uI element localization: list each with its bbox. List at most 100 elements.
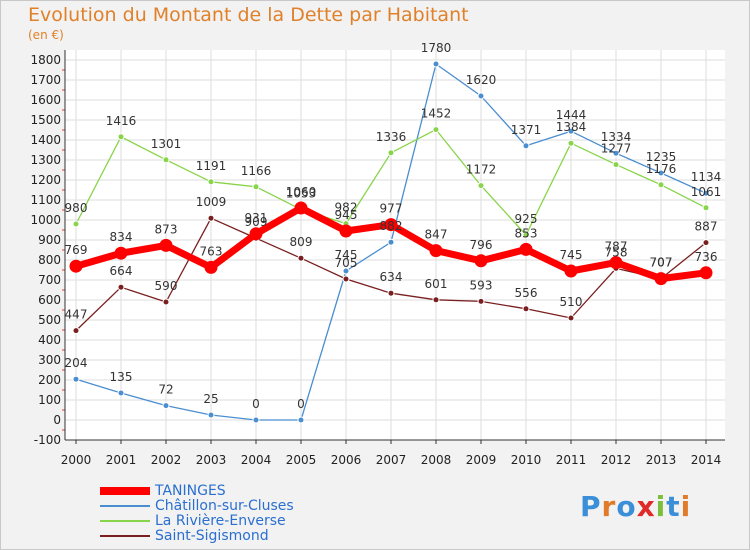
- data-point: [702, 189, 710, 197]
- logo-letter: P: [580, 490, 602, 523]
- data-point: [564, 264, 578, 278]
- data-label: 1334: [601, 130, 632, 144]
- data-label: 931: [245, 211, 268, 225]
- data-label: 1172: [466, 163, 497, 177]
- x-tick-label: 2009: [466, 453, 497, 467]
- x-tick-label: 2008: [421, 453, 452, 467]
- data-label: 556: [515, 286, 538, 300]
- data-point: [159, 238, 173, 252]
- data-point: [432, 126, 440, 134]
- data-label: 847: [425, 228, 448, 242]
- data-point: [294, 201, 308, 215]
- data-label: 1009: [196, 195, 227, 209]
- y-tick-label: 1100: [30, 193, 61, 207]
- data-label: 745: [335, 248, 358, 262]
- data-label: 510: [560, 295, 583, 309]
- data-label: 664: [110, 264, 133, 278]
- data-point: [522, 305, 530, 313]
- legend-swatch: [100, 487, 150, 495]
- data-label: 887: [695, 220, 718, 234]
- legend-swatch: [100, 535, 150, 537]
- data-label: 925: [515, 212, 538, 226]
- data-label: 1301: [151, 137, 182, 151]
- data-point: [519, 242, 533, 256]
- y-tick-label: 300: [38, 353, 61, 367]
- data-point: [297, 254, 305, 262]
- data-point: [342, 267, 350, 275]
- data-point: [612, 161, 620, 169]
- data-label: 1176: [646, 162, 677, 176]
- data-label: 980: [65, 201, 88, 215]
- y-tick-label: 500: [38, 313, 61, 327]
- data-label: 1620: [466, 73, 497, 87]
- data-label: 769: [65, 243, 88, 257]
- data-point: [72, 220, 80, 228]
- data-label: 0: [252, 397, 260, 411]
- data-point: [477, 92, 485, 100]
- unit-label: (en €): [28, 28, 64, 42]
- x-tick-label: 2003: [196, 453, 227, 467]
- x-tick-label: 2004: [241, 453, 272, 467]
- data-label: 707: [650, 256, 673, 270]
- y-tick-label: 200: [38, 373, 61, 387]
- data-point: [432, 296, 440, 304]
- data-point: [477, 297, 485, 305]
- data-label: 745: [560, 248, 583, 262]
- data-point: [69, 259, 83, 273]
- x-tick-label: 2011: [556, 453, 587, 467]
- x-tick-label: 2000: [61, 453, 92, 467]
- data-point: [474, 254, 488, 268]
- legend-label: Saint-Sigismond: [155, 528, 269, 544]
- data-point: [72, 327, 80, 335]
- data-point: [387, 289, 395, 297]
- legend-swatch: [100, 520, 150, 522]
- data-point: [657, 169, 665, 177]
- y-tick-label: 700: [38, 273, 61, 287]
- y-tick-label: 1200: [30, 173, 61, 187]
- data-point: [477, 182, 485, 190]
- legend-label: Châtillon-sur-Cluses: [155, 498, 294, 514]
- data-label: 447: [65, 308, 88, 322]
- data-point: [699, 266, 713, 280]
- data-point: [249, 227, 263, 241]
- data-point: [387, 238, 395, 246]
- data-label: 1336: [376, 130, 407, 144]
- y-tick-label: 1700: [30, 73, 61, 87]
- data-label: 736: [695, 250, 718, 264]
- logo-letter: i: [680, 490, 692, 523]
- y-tick-label: -100: [34, 433, 61, 447]
- data-label: 1191: [196, 159, 227, 173]
- data-label: 1452: [421, 107, 452, 121]
- data-point: [654, 272, 668, 286]
- data-point: [339, 224, 353, 238]
- data-point: [432, 60, 440, 68]
- data-label: 758: [605, 245, 628, 259]
- data-label: 634: [380, 270, 403, 284]
- data-label: 977: [380, 202, 403, 216]
- x-tick-label: 2012: [601, 453, 632, 467]
- data-point: [117, 133, 125, 141]
- data-point: [567, 127, 575, 135]
- y-tick-label: 1800: [30, 53, 61, 67]
- y-tick-label: 1000: [30, 213, 61, 227]
- logo-letter: r: [601, 490, 617, 523]
- data-label: 25: [203, 392, 218, 406]
- data-point: [612, 149, 620, 157]
- data-point: [114, 246, 128, 260]
- data-label: 1371: [511, 123, 542, 137]
- data-point: [204, 260, 218, 274]
- logo-letter: x: [636, 490, 656, 523]
- data-label: 204: [65, 356, 88, 370]
- data-label: 982: [335, 201, 358, 215]
- data-label: 1416: [106, 114, 137, 128]
- data-label: 590: [155, 279, 178, 293]
- y-tick-label: 100: [38, 393, 61, 407]
- data-label: 1780: [421, 41, 452, 55]
- x-tick-label: 2001: [106, 453, 137, 467]
- data-label: 1053: [286, 186, 317, 200]
- data-point: [657, 181, 665, 189]
- data-label: 707: [650, 256, 673, 270]
- x-tick-label: 2007: [376, 453, 407, 467]
- data-point: [567, 314, 575, 322]
- y-tick-label: 800: [38, 253, 61, 267]
